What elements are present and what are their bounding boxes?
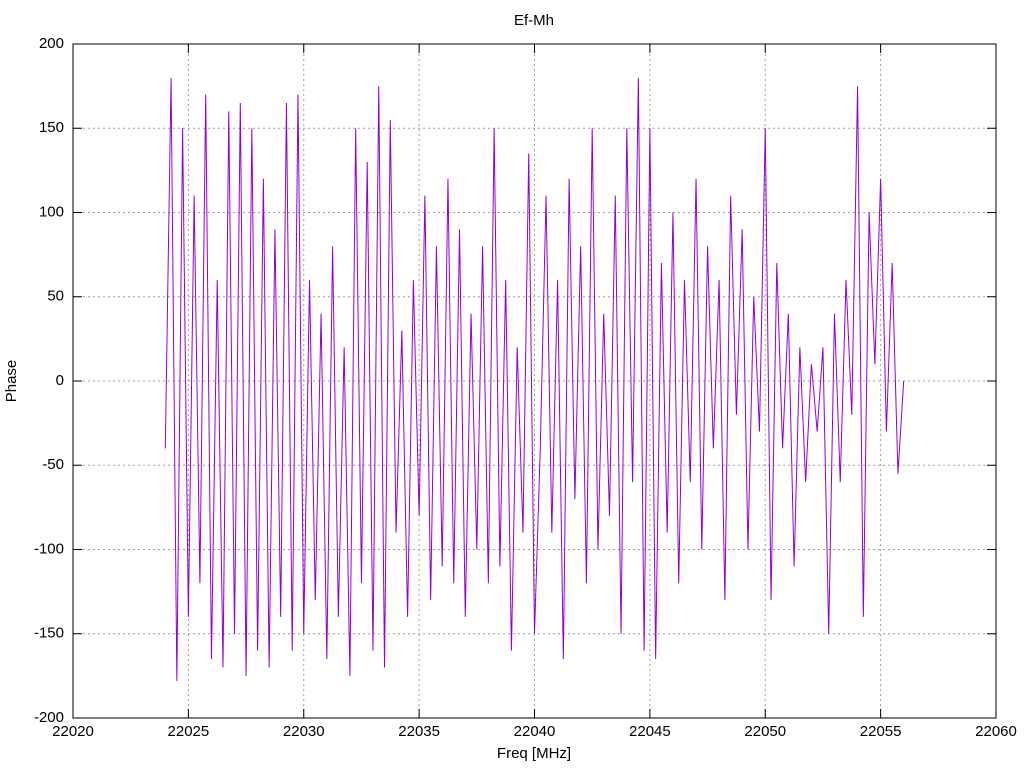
x-tick-label: 22035: [398, 723, 440, 740]
y-tick-label: -100: [34, 540, 64, 557]
y-tick-label: 100: [39, 203, 64, 220]
data-line: [164, 77, 905, 681]
x-axis-label: Freq [MHz]: [497, 745, 571, 762]
y-tick-label: 0: [56, 372, 64, 389]
x-tick-label: 22045: [629, 723, 671, 740]
y-tick-label: 150: [39, 119, 64, 136]
y-tick-label: -50: [42, 456, 64, 473]
x-tick-label: 22060: [975, 723, 1017, 740]
x-tick-label: 22055: [860, 723, 902, 740]
y-tick-label: -150: [34, 625, 64, 642]
x-tick-label: 22030: [283, 723, 325, 740]
x-tick-label: 22040: [514, 723, 556, 740]
x-tick-label: 22050: [744, 723, 786, 740]
chart-title: Ef-Mh: [514, 12, 554, 29]
x-tick-label: 22025: [168, 723, 210, 740]
y-tick-label: 200: [39, 35, 64, 52]
y-tick-label: 50: [47, 288, 64, 305]
y-tick-label: -200: [34, 709, 64, 726]
plot-border: [72, 43, 997, 719]
y-axis-label: Phase: [3, 360, 20, 403]
x-tick-label: 22020: [52, 723, 94, 740]
